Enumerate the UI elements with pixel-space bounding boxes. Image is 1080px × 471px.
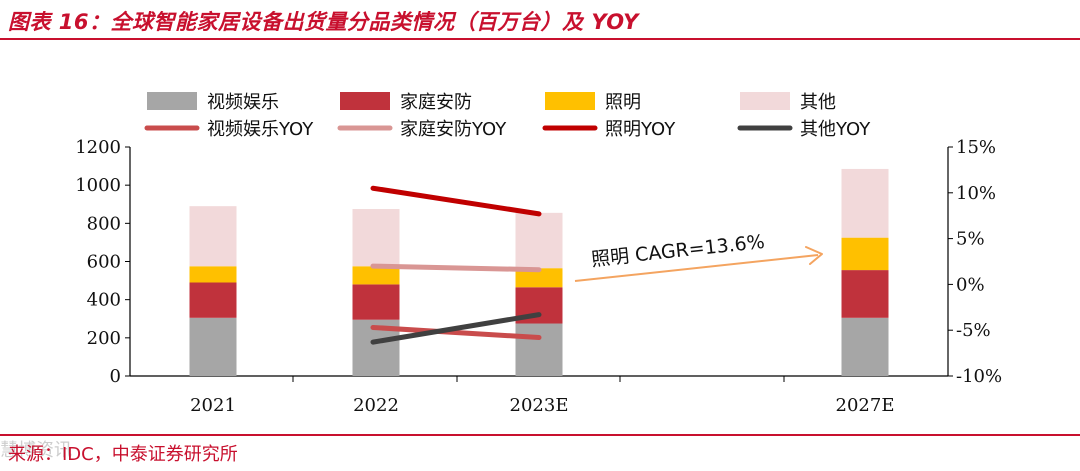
bar-segment [515,323,563,376]
x-tick-label: 2027E [836,395,895,416]
bar-segment [352,266,400,285]
yoy-line [370,312,542,345]
cagr-arrow-head [805,246,823,265]
bar-segment [189,206,237,267]
y-tick-label: 1200 [75,137,121,158]
legend-label: 视频娱乐YOY [207,119,314,140]
cagr-label: 照明 CAGR=13.6% [590,231,766,271]
x-tick-label: 2023E [510,395,569,416]
legend-swatch [147,92,197,110]
y2-tick-label: -10% [956,366,1002,387]
y2-tick-label: 15% [956,137,996,158]
bar-segment [841,237,889,271]
bar-segment [352,209,400,267]
cagr-annotation: 照明 CAGR=13.6% [574,231,823,282]
yoy-line [370,263,542,273]
y2-tick-label: -5% [956,320,991,341]
source-note: 来源：IDC，中泰证券研究所 [8,444,238,465]
y-tick-label: 800 [87,213,121,234]
bar-segment [841,168,889,238]
chart-title: 图表 16：全球智能家居设备出货量分品类情况（百万台）及 YOY [8,10,639,34]
y-tick-label: 600 [87,252,121,273]
legend-swatch [740,92,790,110]
y-tick-label: 1000 [75,175,121,196]
bar-segment [189,317,237,376]
legend-swatch [545,92,595,110]
x-tick-label: 2021 [190,395,236,416]
bar-segment [515,212,563,269]
bar-segment [515,268,563,288]
footer-divider [0,434,1080,436]
x-tick-label: 2022 [353,395,399,416]
y2-tick-label: 5% [956,229,985,250]
bar-segment [189,266,237,283]
bar-segment [841,317,889,376]
bar-segment [841,270,889,318]
yoy-line [370,185,542,217]
y-tick-label: 0 [110,366,121,387]
yoy-lines [370,185,542,345]
y2-tick-label: 0% [956,274,985,295]
y2-tick-label: 10% [956,183,996,204]
legend-label: 家庭安防YOY [400,119,507,140]
bar-segment [189,282,237,318]
watermark: 慧博资讯 [0,440,72,461]
yoy-line [370,324,542,341]
bars [189,168,889,376]
legend-label: 视频娱乐 [207,92,279,113]
legend-label: 家庭安防 [400,92,472,113]
legend-label: 照明 [605,92,641,113]
title-divider [0,38,1080,40]
legend-swatch [340,92,390,110]
legend-label: 照明YOY [605,119,676,140]
legend-label: 其他YOY [800,119,871,140]
y-tick-label: 400 [87,290,121,311]
bar-segment [352,284,400,320]
axes: 0 200 400 600 800 1000 1200 -10% -5% 0% 5% 10% 15% 20… [75,137,1002,416]
y-tick-label: 200 [87,328,121,349]
cagr-arrow-shaft [574,254,819,282]
legend-label: 其他 [800,92,836,113]
